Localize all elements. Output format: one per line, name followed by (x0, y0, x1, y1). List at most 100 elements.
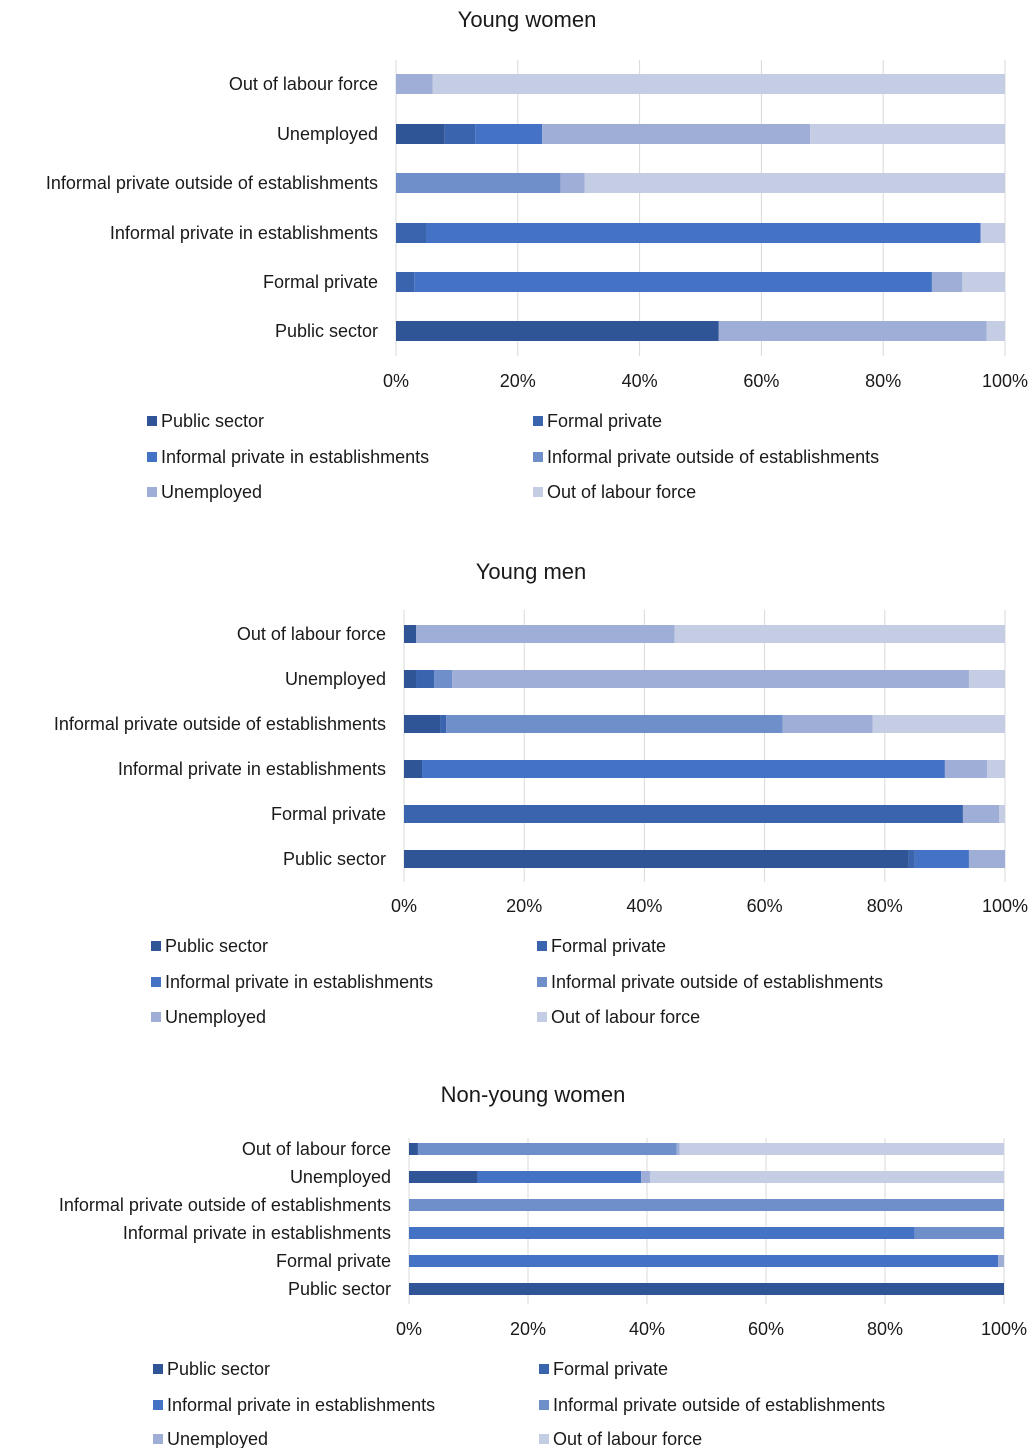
legend-label: Formal private (547, 411, 662, 431)
bar-segment (396, 321, 719, 341)
category-label: Formal private (271, 804, 386, 824)
x-tick-label: 0% (396, 1319, 422, 1339)
bar-segment (404, 670, 417, 688)
x-tick-label: 40% (629, 1319, 665, 1339)
x-tick-label: 60% (743, 371, 779, 391)
category-label: Public sector (288, 1279, 391, 1299)
legend-swatch (151, 977, 161, 987)
bar-segment (782, 715, 873, 733)
legend-label: Unemployed (165, 1007, 266, 1027)
bar-segment (414, 272, 932, 292)
legend-swatch (153, 1434, 163, 1444)
chart-panel: Young women 0% 20% 40% 60% 80% 100% Out of labo… (46, 7, 1028, 502)
bar-segment (649, 1171, 1004, 1183)
bar-segment (986, 760, 1005, 778)
legend-swatch (147, 487, 157, 497)
bar-segment (404, 850, 909, 868)
bar-segment (444, 124, 476, 144)
category-label: Unemployed (290, 1167, 391, 1187)
bar-segment (396, 173, 561, 193)
bar-segment (718, 321, 987, 341)
legend-label: Out of labour force (551, 1007, 700, 1027)
category-label: Formal private (276, 1251, 391, 1271)
x-tick-label: 80% (867, 1319, 903, 1339)
legend-swatch (533, 452, 543, 462)
bar-segment (475, 124, 543, 144)
legend-swatch (539, 1400, 549, 1410)
legend-label: Informal private in establishments (161, 447, 429, 467)
legend-label: Formal private (553, 1359, 668, 1379)
bar-segment (968, 850, 1005, 868)
x-tick-label: 80% (867, 896, 903, 916)
x-tick-label: 40% (626, 896, 662, 916)
legend-label: Unemployed (161, 482, 262, 502)
bar-segment (426, 223, 981, 243)
bar-segment (409, 1171, 478, 1183)
x-tick-label: 0% (383, 371, 409, 391)
x-tick-label: 20% (500, 371, 536, 391)
legend-label: Out of labour force (547, 482, 696, 502)
bar-segment (404, 715, 441, 733)
legend-label: Informal private in establishments (167, 1395, 435, 1415)
bar-segment (679, 1143, 1004, 1155)
bar-segment (434, 670, 453, 688)
category-label: Formal private (263, 272, 378, 292)
category-label: Out of labour force (242, 1139, 391, 1159)
bar-segment (416, 670, 435, 688)
category-label: Public sector (283, 849, 386, 869)
bar-segment (914, 850, 969, 868)
x-tick-label: 100% (982, 896, 1028, 916)
bar-segment (584, 173, 1005, 193)
x-tick-label: 0% (391, 896, 417, 916)
bar-segment (914, 1227, 1004, 1239)
bar-segment (396, 124, 445, 144)
bar-segment (962, 805, 999, 823)
bar-segment (396, 74, 433, 94)
bar-segment (810, 124, 1005, 144)
chart-title: Young women (458, 7, 597, 32)
bar-segment (432, 74, 1005, 94)
bar-segment (409, 1143, 418, 1155)
legend-swatch (539, 1434, 549, 1444)
x-tick-label: 20% (510, 1319, 546, 1339)
legend-label: Informal private in establishments (165, 972, 433, 992)
legend-swatch (153, 1364, 163, 1374)
legend-swatch (533, 416, 543, 426)
bar-segment (409, 1227, 915, 1239)
category-label: Unemployed (285, 669, 386, 689)
chart-panel: Non-young women 0% 20% 40% 60% 80% 100% Out of … (59, 1082, 1027, 1448)
bar-segment (542, 124, 811, 144)
x-tick-label: 100% (981, 1319, 1027, 1339)
bar-segment (931, 272, 963, 292)
category-label: Public sector (275, 321, 378, 341)
legend-label: Formal private (551, 936, 666, 956)
bar-segment (962, 272, 1005, 292)
legend-swatch (537, 1012, 547, 1022)
bar-segment (404, 625, 417, 643)
legend-swatch (533, 487, 543, 497)
bar-segment (409, 1199, 1004, 1211)
bar-segment (396, 223, 427, 243)
category-label: Informal private outside of establishmen… (59, 1195, 391, 1215)
x-tick-label: 40% (622, 371, 658, 391)
legend-label: Public sector (161, 411, 264, 431)
category-label: Informal private outside of establishmen… (46, 173, 378, 193)
bar-segment (674, 625, 1005, 643)
bar-segment (986, 321, 1005, 341)
legend-label: Informal private outside of establishmen… (551, 972, 883, 992)
bar-segment (416, 625, 675, 643)
legend-swatch (147, 416, 157, 426)
x-tick-label: 60% (747, 896, 783, 916)
legend-label: Unemployed (167, 1429, 268, 1448)
category-label: Unemployed (277, 124, 378, 144)
legend-swatch (153, 1400, 163, 1410)
bar-segment (676, 1143, 680, 1155)
category-label: Informal private in establishments (123, 1223, 391, 1243)
x-tick-label: 60% (748, 1319, 784, 1339)
chart-panel: Young men 0% 20% 40% 60% 80% 100% Out of labour… (54, 559, 1028, 1027)
chart-title: Non-young women (441, 1082, 626, 1107)
bar-segment (998, 805, 1005, 823)
bar-segment (446, 715, 783, 733)
bar-segment (417, 1143, 677, 1155)
